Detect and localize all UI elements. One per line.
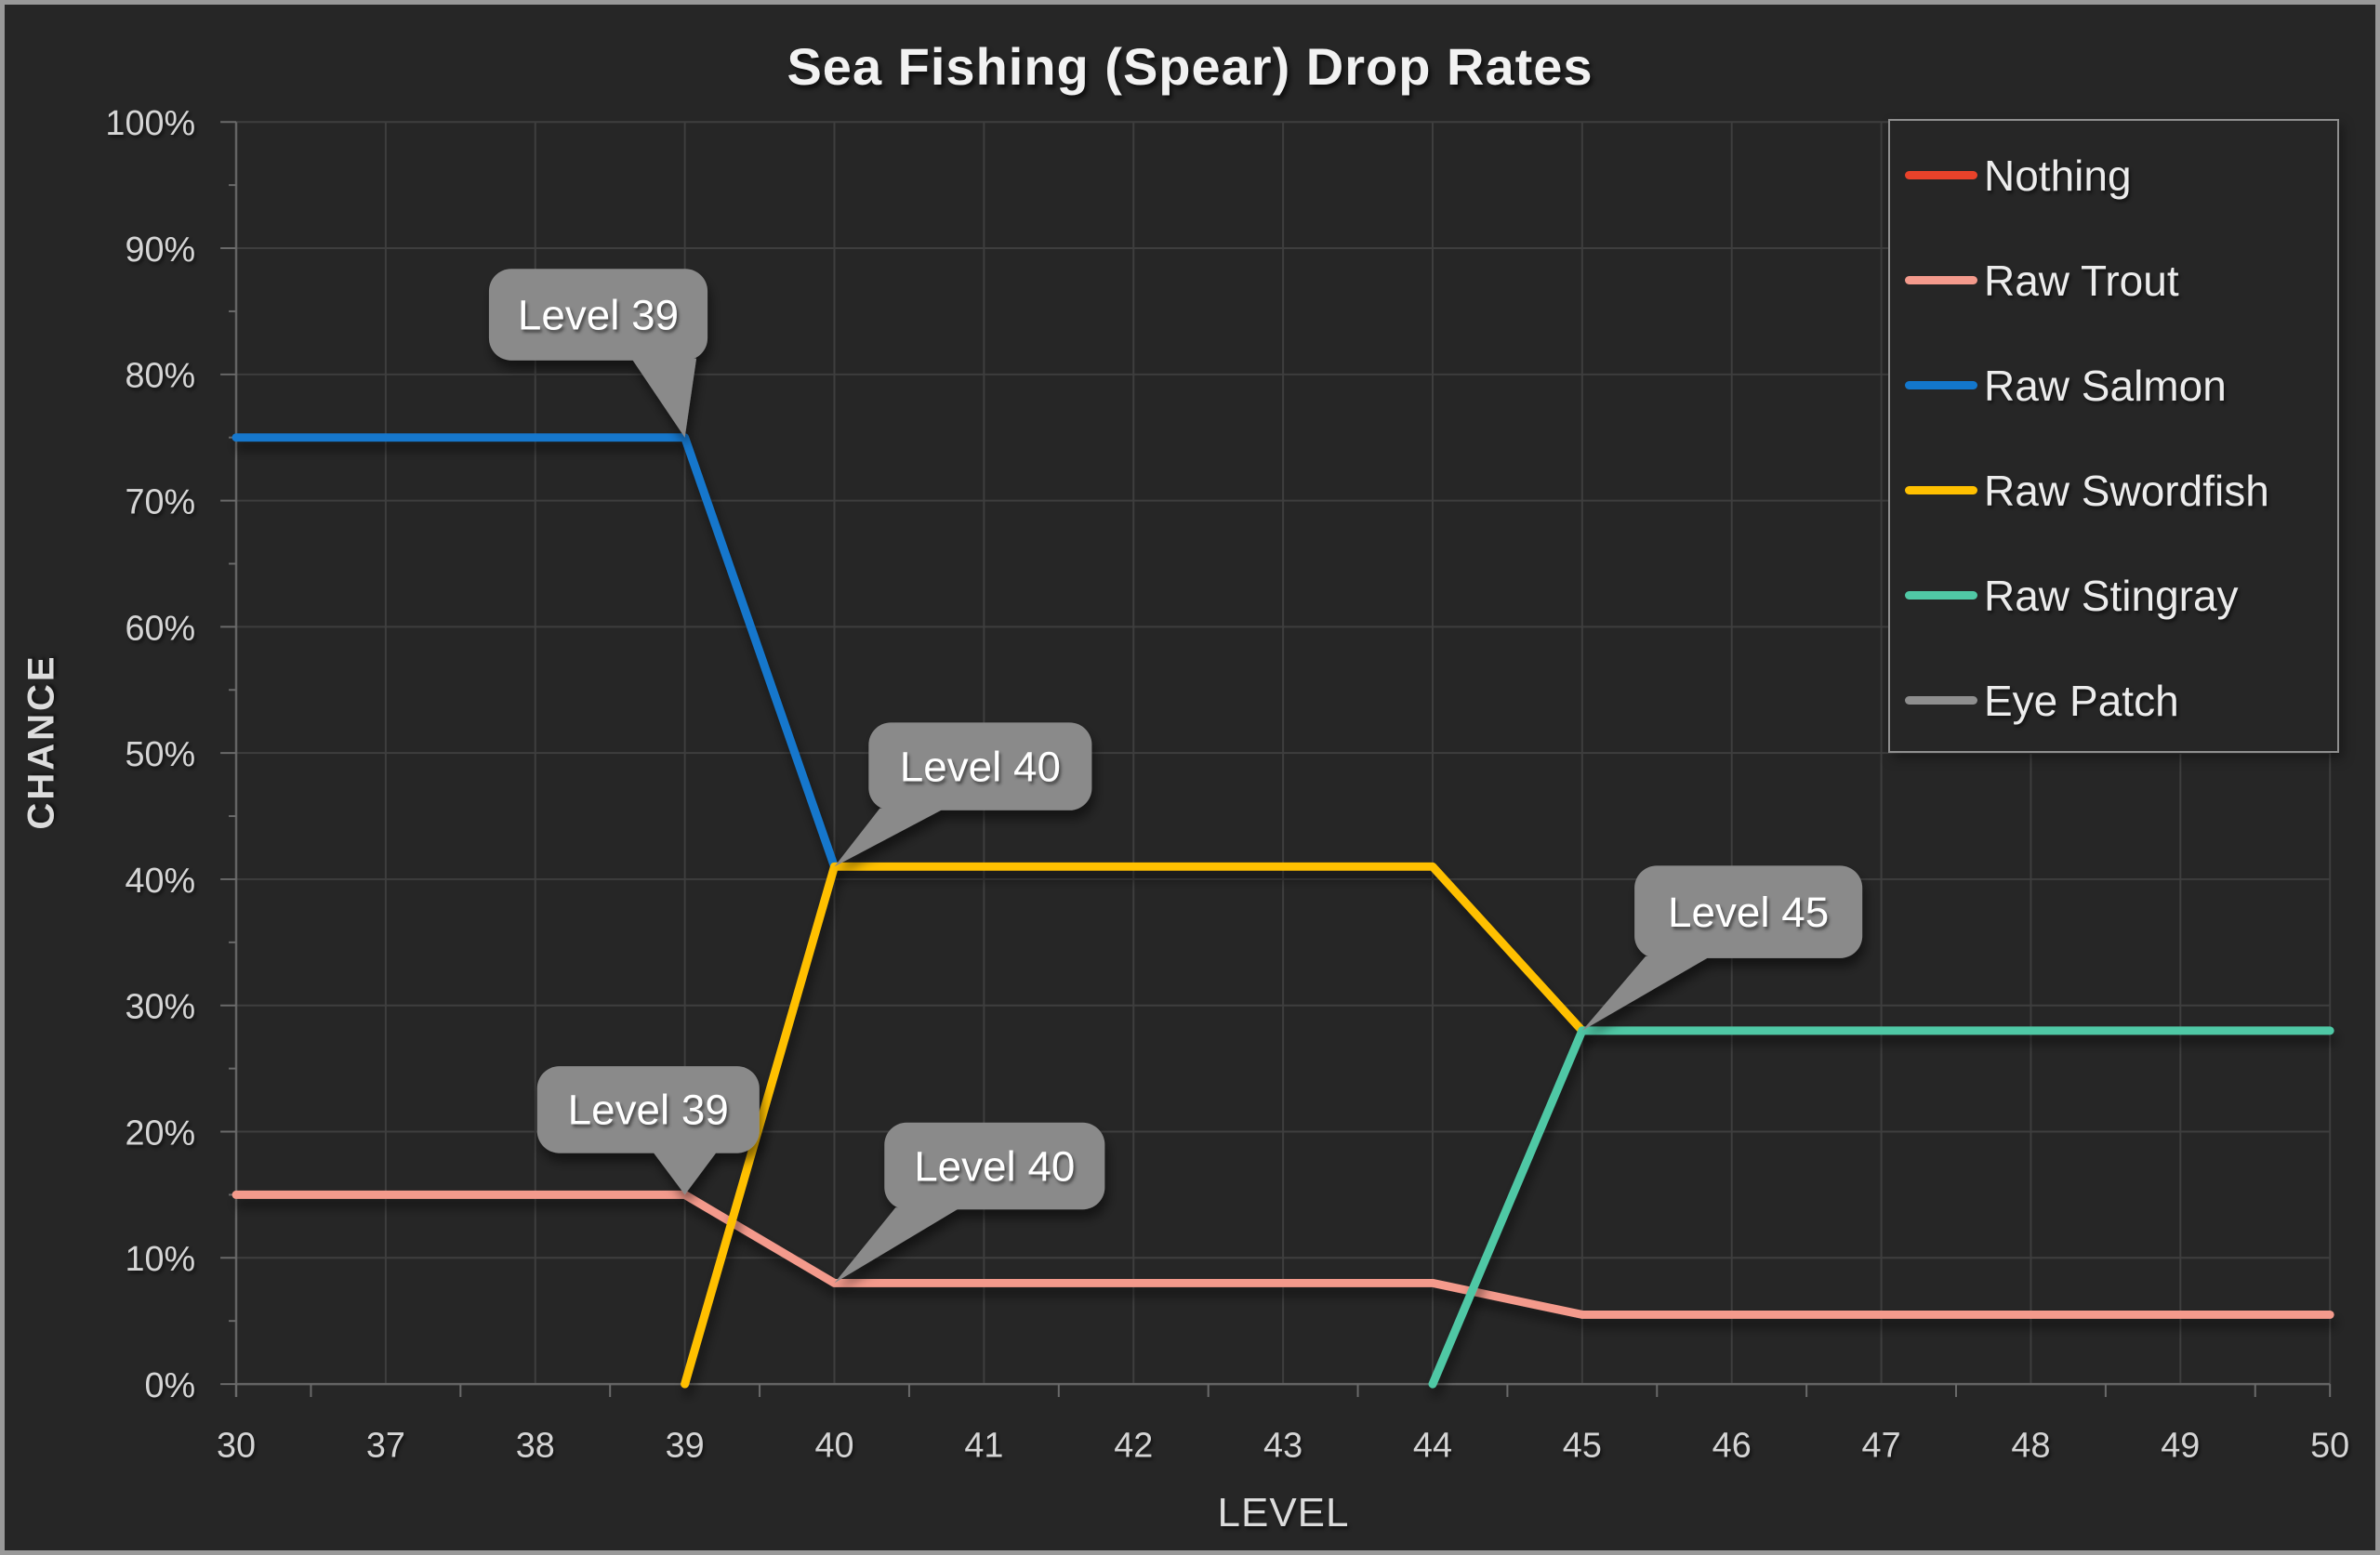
legend-swatch-eye-patch [1905, 696, 1977, 705]
callout-box [536, 1066, 760, 1153]
legend-item-raw-trout: Raw Trout [1890, 228, 2337, 333]
callout-tail [834, 1207, 960, 1284]
y-tick-label: 90% [125, 231, 195, 270]
annotation-3-level-39: Level 39 [536, 1066, 760, 1195]
chart-title: Sea Fishing (Spear) Drop Rates [787, 37, 1593, 96]
callout-text: Level 40 [914, 1142, 1075, 1190]
callout-text: Level 39 [568, 1087, 729, 1134]
legend-swatch-nothing [1905, 171, 1977, 179]
annotation-0-level-39: Level 39 [488, 269, 708, 438]
x-tick-label: 44 [1413, 1427, 1452, 1466]
x-tick-label: 50 [2310, 1427, 2349, 1466]
y-tick-label: 50% [125, 735, 195, 774]
series-line-raw-salmon [231, 433, 839, 871]
x-tick-label: 37 [366, 1427, 405, 1466]
callout-text: Level 39 [518, 291, 679, 338]
x-tick-label: 38 [516, 1427, 555, 1466]
annotation-1-level-40: Level 40 [834, 722, 1092, 867]
x-tick-label: 40 [814, 1427, 853, 1466]
legend-item-raw-swordfish: Raw Swordfish [1890, 438, 2337, 543]
callout-tail [631, 358, 697, 438]
legend-label-raw-swordfish: Raw Swordfish [1984, 466, 2269, 515]
callout-tail [834, 808, 945, 867]
legend-swatch-raw-swordfish [1905, 486, 1977, 494]
legend-swatch-raw-stingray [1905, 591, 1977, 600]
callout-box [884, 1122, 1105, 1210]
y-tick-label: 80% [125, 357, 195, 396]
x-tick-label: 48 [2011, 1427, 2050, 1466]
y-tick-label: 70% [125, 483, 195, 522]
x-tick-label: 43 [1263, 1427, 1302, 1466]
x-tick-label: 41 [964, 1427, 1003, 1466]
y-tick-label: 30% [125, 988, 195, 1027]
callout-box [868, 722, 1092, 810]
callout-text: Level 45 [1668, 889, 1829, 936]
x-tick-label: 46 [1712, 1427, 1752, 1466]
x-tick-label: 39 [666, 1427, 705, 1466]
y-tick-label: 10% [125, 1240, 195, 1279]
legend-label-eye-patch: Eye Patch [1984, 676, 2179, 725]
legend-item-raw-salmon: Raw Salmon [1890, 333, 2337, 438]
legend-item-raw-stingray: Raw Stingray [1890, 543, 2337, 648]
legend-swatch-raw-salmon [1905, 381, 1977, 389]
x-tick-label: 30 [217, 1427, 256, 1466]
series-line-raw-trout [231, 1190, 2334, 1319]
legend-label-raw-salmon: Raw Salmon [1984, 361, 2227, 410]
x-tick-label: 42 [1114, 1427, 1153, 1466]
legend-item-nothing: Nothing [1890, 123, 2337, 228]
x-tick-label: 45 [1563, 1427, 1602, 1466]
y-tick-label: 60% [125, 609, 195, 648]
callout-tail [652, 1151, 718, 1195]
y-tick-label: 0% [144, 1366, 195, 1405]
x-tick-label: 47 [1862, 1427, 1901, 1466]
y-tick-label: 40% [125, 862, 195, 901]
y-tick-label: 100% [105, 104, 195, 143]
tick-labels: 0% 10% 20% 30% 40% 50% 60% 70% 80% 90% 100% 30 37 38 3… [105, 104, 2349, 1465]
callout-box [488, 269, 708, 361]
y-tick-label: 20% [125, 1114, 195, 1153]
legend-label-raw-trout: Raw Trout [1984, 256, 2179, 305]
legend-label-nothing: Nothing [1984, 151, 2132, 200]
annotation-2-level-45: Level 45 [1581, 865, 1863, 1031]
legend-label-raw-stingray: Raw Stingray [1984, 571, 2239, 620]
x-axis-title: LEVEL [1217, 1490, 1350, 1535]
callout-box [1634, 865, 1863, 958]
legend: Nothing Raw Trout Raw Salmon Raw Swordfish R… [1888, 119, 2339, 753]
x-tick-label: 49 [2161, 1427, 2200, 1466]
callout-text: Level 40 [900, 744, 1061, 791]
legend-swatch-raw-trout [1905, 276, 1977, 284]
callout-tail [1581, 955, 1711, 1031]
legend-item-eye-patch: Eye Patch [1890, 648, 2337, 753]
